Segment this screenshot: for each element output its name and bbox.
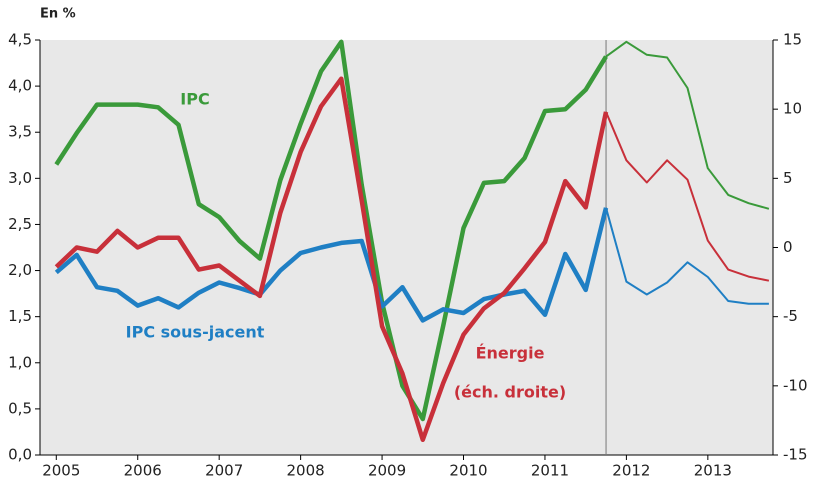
series-label: IPC — [180, 90, 209, 109]
y2-tick-label: 5 — [783, 169, 793, 187]
series-label: (éch. droite) — [454, 383, 566, 402]
x-tick-label: 2010 — [449, 462, 487, 480]
y2-tick-label: -10 — [783, 376, 808, 394]
x-tick-label: 2012 — [612, 462, 650, 480]
x-tick-label: 2008 — [287, 462, 325, 480]
y-axis-title: En % — [40, 7, 76, 22]
series-line-forecast — [605, 111, 770, 282]
series-line — [54, 76, 609, 443]
y2-tick-label: 0 — [783, 238, 793, 256]
x-tick-label: 2009 — [368, 462, 406, 480]
x-tick-label: 2013 — [694, 462, 732, 480]
y-tick-label: 1,0 — [8, 353, 32, 371]
y2-tick-label: 15 — [783, 31, 802, 49]
series-label: Énergie — [476, 344, 545, 363]
x-tick-label: 2005 — [42, 462, 80, 480]
series-label: IPC sous-jacent — [126, 323, 265, 342]
x-tick-label: 2007 — [205, 462, 243, 480]
series-line-forecast — [605, 207, 769, 305]
y2-tick-label: 10 — [783, 100, 802, 118]
y-tick-label: 1,5 — [8, 307, 32, 325]
series-line — [54, 39, 608, 422]
y-tick-label: 2,0 — [8, 261, 32, 279]
series-line — [54, 207, 609, 323]
x-tick-label: 2006 — [124, 462, 162, 480]
y-tick-label: 0,0 — [8, 446, 32, 464]
y-tick-label: 2,5 — [8, 215, 32, 233]
y2-tick-label: -5 — [783, 307, 798, 325]
x-tick-label: 2011 — [531, 462, 569, 480]
series-line-forecast — [605, 40, 770, 210]
y2-tick-label: -15 — [783, 446, 808, 464]
y-tick-label: 4,5 — [8, 31, 32, 49]
y-tick-label: 0,5 — [8, 399, 32, 417]
y-tick-label: 3,5 — [8, 123, 32, 141]
y-tick-label: 3,0 — [8, 169, 32, 187]
y-tick-label: 4,0 — [8, 77, 32, 95]
